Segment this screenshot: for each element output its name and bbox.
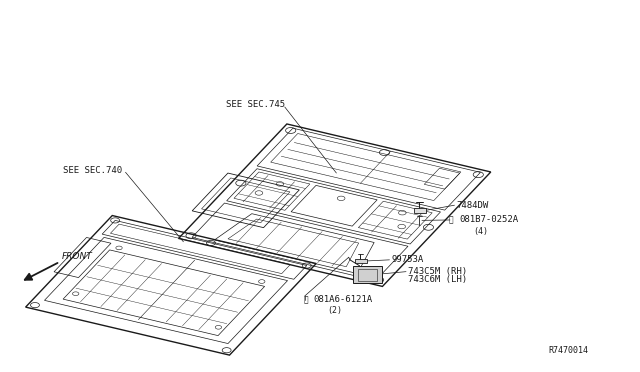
Polygon shape [414,208,426,212]
Text: 99753A: 99753A [392,255,424,264]
Text: (2): (2) [328,306,342,315]
Text: 081B7-0252A: 081B7-0252A [459,215,518,224]
Text: 7484DW: 7484DW [456,201,488,210]
Text: Ⓑ: Ⓑ [303,295,308,304]
Polygon shape [355,259,367,263]
Text: 743C5M (RH): 743C5M (RH) [408,267,467,276]
Text: 743C6M (LH): 743C6M (LH) [408,275,467,283]
Text: SEE SEC.740: SEE SEC.740 [63,166,122,174]
Text: (4): (4) [473,227,488,236]
Text: FRONT: FRONT [62,252,93,262]
Text: Ⓑ: Ⓑ [449,215,454,224]
Text: SEE SEC.745: SEE SEC.745 [226,100,285,109]
Polygon shape [353,266,382,283]
Text: 081A6-6121A: 081A6-6121A [314,295,372,304]
Text: R7470014: R7470014 [548,346,588,355]
